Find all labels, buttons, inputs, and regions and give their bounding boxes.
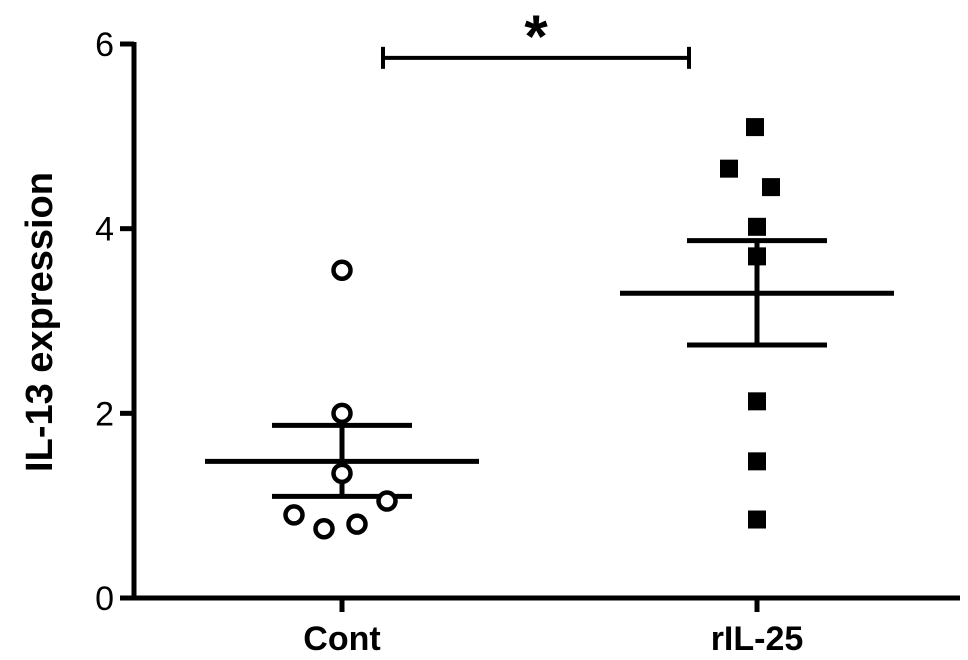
data-point-cont [313,518,335,540]
data-point-ril25 [746,118,764,137]
significance-annotation: * [381,3,691,70]
y-tick-label: 0 [95,580,114,618]
data-point-ril25 [748,247,766,266]
x-tick-label: Cont [303,620,380,658]
significance-label: * [524,3,548,70]
data-point-ril25 [762,178,780,197]
data-point-cont [331,402,353,425]
data-point-cont [331,462,353,485]
data-point-ril25 [748,510,766,529]
data-point-ril25 [748,392,766,411]
data-point-cont [331,259,353,281]
x-tick-label: rIL-25 [711,620,804,658]
data-point-cont [283,504,305,526]
data-points [283,118,780,540]
mean-sem-bars [205,238,894,499]
y-axis-title: IL-13 expression [19,172,61,472]
axes [131,42,960,601]
x-ticks: Cont rIL-25 [303,598,803,658]
y-tick-label: 2 [95,395,114,433]
data-point-cont [346,513,368,535]
y-tick-label: 4 [95,211,114,249]
y-tick-label: 6 [95,26,114,64]
data-point-cont [376,490,398,512]
data-point-ril25 [748,217,766,236]
data-point-ril25 [748,452,766,471]
y-ticks: 0 2 4 6 [95,26,134,618]
data-point-ril25 [720,159,738,178]
